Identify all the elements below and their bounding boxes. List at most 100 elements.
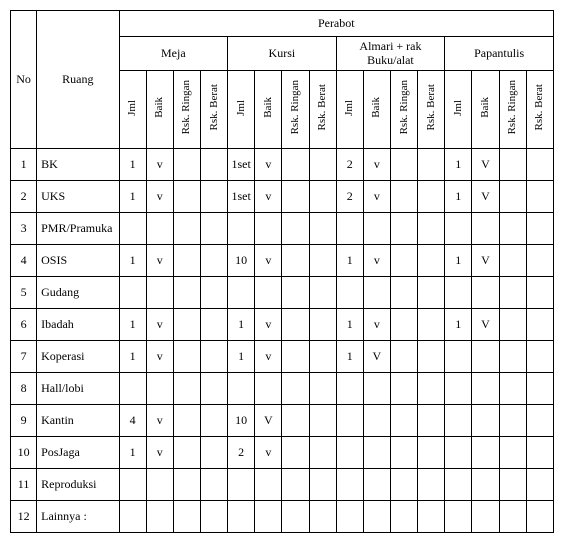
cell-value [472,437,499,469]
cell-value [472,501,499,533]
cell-value [336,437,363,469]
table-row: 9Kantin4v10V [11,405,554,437]
cell-value: v [363,245,390,277]
cell-value: 1 [119,309,146,341]
cell-value [499,245,526,277]
cell-value [499,373,526,405]
cell-value [499,277,526,309]
cell-value: v [255,149,282,181]
cell-value [282,373,309,405]
cell-value: V [472,181,499,213]
cell-value [173,149,200,181]
cell-value [146,373,173,405]
cell-value: v [146,405,173,437]
cell-value: v [255,181,282,213]
cell-no: 8 [11,373,37,405]
cell-value: V [472,245,499,277]
cell-value [336,405,363,437]
hdr-subcol: Baik [255,71,282,149]
cell-value [200,149,227,181]
cell-value [200,213,227,245]
cell-value [499,405,526,437]
cell-value [309,181,336,213]
cell-value [390,437,417,469]
cell-value [336,501,363,533]
cell-value [363,501,390,533]
cell-ruang: Gudang [37,277,119,309]
cell-value [146,469,173,501]
cell-ruang: Hall/lobi [37,373,119,405]
cell-value [336,469,363,501]
cell-value [336,277,363,309]
cell-value [119,277,146,309]
cell-value [499,213,526,245]
hdr-subcol: Rsk. Berat [418,71,445,149]
cell-value [363,469,390,501]
cell-value [200,373,227,405]
cell-value [499,309,526,341]
cell-value [418,373,445,405]
cell-value [282,309,309,341]
cell-value: 2 [228,437,255,469]
cell-value [526,277,553,309]
cell-value [445,469,472,501]
cell-value [390,469,417,501]
cell-value: v [363,149,390,181]
cell-value: v [146,245,173,277]
cell-ruang: UKS [37,181,119,213]
cell-value: 1 [119,437,146,469]
cell-value [228,501,255,533]
cell-value: 1 [336,341,363,373]
cell-value [472,341,499,373]
cell-value [363,405,390,437]
cell-value [418,309,445,341]
cell-no: 10 [11,437,37,469]
cell-value [526,469,553,501]
cell-value: 1 [228,309,255,341]
cell-value [282,437,309,469]
cell-value [255,213,282,245]
hdr-perabot: Perabot [119,11,553,37]
cell-value [309,149,336,181]
cell-no: 4 [11,245,37,277]
cell-value [146,501,173,533]
cell-value [255,469,282,501]
cell-value [526,405,553,437]
cell-value [390,181,417,213]
cell-value [445,277,472,309]
cell-value [255,277,282,309]
cell-value [200,245,227,277]
cell-value [472,277,499,309]
hdr-subcol: Rsk. Berat [200,71,227,149]
cell-value [173,437,200,469]
cell-value: 4 [119,405,146,437]
cell-value [418,341,445,373]
cell-value: V [255,405,282,437]
cell-value [472,405,499,437]
cell-value [526,373,553,405]
cell-value [173,213,200,245]
cell-ruang: PosJaga [37,437,119,469]
cell-value [200,309,227,341]
cell-no: 11 [11,469,37,501]
hdr-subcol: Jml [445,71,472,149]
cell-value: 1set [228,181,255,213]
cell-value: 2 [336,181,363,213]
cell-value [526,437,553,469]
cell-value [363,437,390,469]
table-row: 7Koperasi1v1v1V [11,341,554,373]
table-row: 10PosJaga1v2v [11,437,554,469]
cell-value [282,341,309,373]
cell-value [173,405,200,437]
cell-value [445,213,472,245]
cell-value [499,437,526,469]
cell-value [445,405,472,437]
cell-value [418,149,445,181]
cell-value [336,373,363,405]
cell-value [499,469,526,501]
cell-ruang: Koperasi [37,341,119,373]
cell-value [173,309,200,341]
hdr-subcol: Baik [146,71,173,149]
cell-value: V [472,149,499,181]
cell-value [309,373,336,405]
